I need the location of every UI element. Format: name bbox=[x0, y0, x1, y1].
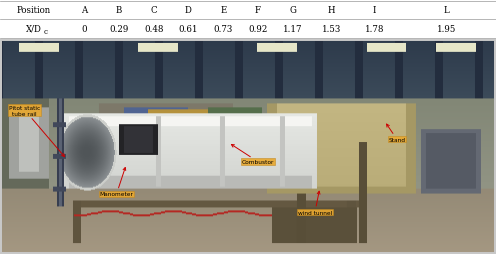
Text: I: I bbox=[373, 6, 376, 15]
Text: C: C bbox=[150, 6, 157, 15]
Text: D: D bbox=[185, 6, 192, 15]
Text: Pitot static
tube rail: Pitot static tube rail bbox=[9, 105, 64, 157]
Text: 0.92: 0.92 bbox=[248, 25, 268, 34]
Text: c: c bbox=[43, 28, 48, 36]
Text: E: E bbox=[220, 6, 226, 15]
Text: B: B bbox=[116, 6, 122, 15]
Text: 0: 0 bbox=[81, 25, 87, 34]
Text: 1.17: 1.17 bbox=[283, 25, 303, 34]
Text: Combustor: Combustor bbox=[232, 145, 274, 165]
Text: H: H bbox=[327, 6, 335, 15]
Text: Manometer: Manometer bbox=[100, 168, 133, 197]
Text: G: G bbox=[289, 6, 296, 15]
Text: 1.95: 1.95 bbox=[436, 25, 456, 34]
Text: X/D: X/D bbox=[25, 25, 42, 34]
Text: 0.48: 0.48 bbox=[144, 25, 164, 34]
Text: L: L bbox=[443, 6, 449, 15]
Text: F: F bbox=[255, 6, 261, 15]
Text: 1.78: 1.78 bbox=[365, 25, 384, 34]
Text: 1.53: 1.53 bbox=[321, 25, 341, 34]
Text: 0.61: 0.61 bbox=[179, 25, 198, 34]
Text: Stand: Stand bbox=[386, 124, 405, 142]
Text: Position: Position bbox=[16, 6, 51, 15]
Text: wind tunnel: wind tunnel bbox=[298, 192, 332, 215]
Text: 0.73: 0.73 bbox=[214, 25, 233, 34]
Text: A: A bbox=[81, 6, 87, 15]
Text: 0.29: 0.29 bbox=[109, 25, 129, 34]
